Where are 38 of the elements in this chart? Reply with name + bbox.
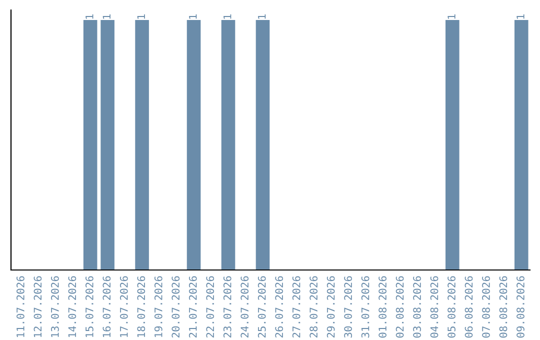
x-tick-label: 11.07.2026 xyxy=(16,276,24,338)
x-tick-label: 19.07.2026 xyxy=(154,276,162,338)
data-label: 1 xyxy=(137,14,145,19)
x-tick-label: 31.07.2026 xyxy=(361,276,370,338)
data-label: 1 xyxy=(516,14,524,19)
x-tick-label: 16.07.2026 xyxy=(102,276,111,338)
x-tick-label: 09.08.2026 xyxy=(516,276,524,338)
x-tick-label: 20.07.2026 xyxy=(172,276,180,338)
x-tick-label: 21.07.2026 xyxy=(188,276,197,338)
x-tick-label: 17.07.2026 xyxy=(120,276,128,338)
x-tick-label: 07.08.2026 xyxy=(482,276,490,338)
data-label: 1 xyxy=(448,14,456,19)
data-label: 1 xyxy=(86,14,94,19)
x-tick-label: 23.07.2026 xyxy=(223,276,232,338)
x-tick-label: 25.07.2026 xyxy=(258,276,266,338)
x-tick-label: 29.07.2026 xyxy=(326,276,335,338)
x-tick-label: 03.08.2026 xyxy=(413,276,421,338)
x-tick-label: 28.07.2026 xyxy=(310,276,318,338)
x-tick-label: 13.07.2026 xyxy=(51,276,59,338)
data-label: 1 xyxy=(224,14,232,19)
x-tick-label: 18.07.2026 xyxy=(137,276,146,338)
x-tick-label: 15.07.2026 xyxy=(85,276,94,338)
x-tick-label: 06.08.2026 xyxy=(464,276,473,338)
x-tick-label: 01.08.2026 xyxy=(378,276,386,338)
x-tick-label: 27.07.2026 xyxy=(292,276,300,338)
x-tick-label: 24.07.2026 xyxy=(240,276,249,338)
x-tick-label: 02.08.2026 xyxy=(396,276,404,338)
x-tick-label: 30.07.2026 xyxy=(344,276,352,338)
x-tick-label: 05.08.2026 xyxy=(448,276,456,338)
x-tick-label: 14.07.2026 xyxy=(68,276,76,338)
x-tick-label: 08.08.2026 xyxy=(499,276,508,338)
x-tick-label: 04.08.2026 xyxy=(430,276,438,338)
data-label: 1 xyxy=(102,14,110,19)
data-label: 1 xyxy=(189,14,197,19)
data-label: 1 xyxy=(258,14,266,19)
x-tick-label: 26.07.2026 xyxy=(275,276,284,338)
x-tick-label: 22.07.2026 xyxy=(206,276,214,338)
x-tick-label: 12.07.2026 xyxy=(34,276,42,338)
